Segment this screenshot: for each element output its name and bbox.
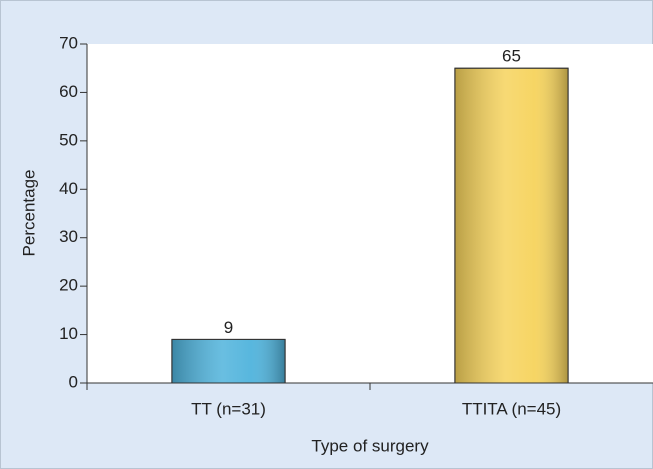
bar-shading [454, 67, 569, 384]
x-axis-title: Type of surgery [311, 436, 429, 455]
y-tick-label: 60 [59, 82, 78, 101]
y-tick-label: 50 [59, 130, 78, 149]
y-tick-label: 30 [59, 227, 78, 246]
data-label: 65 [502, 47, 521, 66]
y-tick-label: 0 [69, 372, 78, 391]
y-tick-label: 70 [59, 33, 78, 52]
bar-shading [171, 338, 286, 384]
y-tick-label: 40 [59, 179, 78, 198]
y-tick-label: 20 [59, 276, 78, 295]
y-axis-title: Percentage [19, 170, 38, 257]
x-tick-label: TT (n=31) [191, 399, 266, 418]
data-label: 9 [224, 318, 233, 337]
x-tick-label: TTITA (n=45) [462, 399, 561, 418]
y-tick-label: 10 [59, 324, 78, 343]
